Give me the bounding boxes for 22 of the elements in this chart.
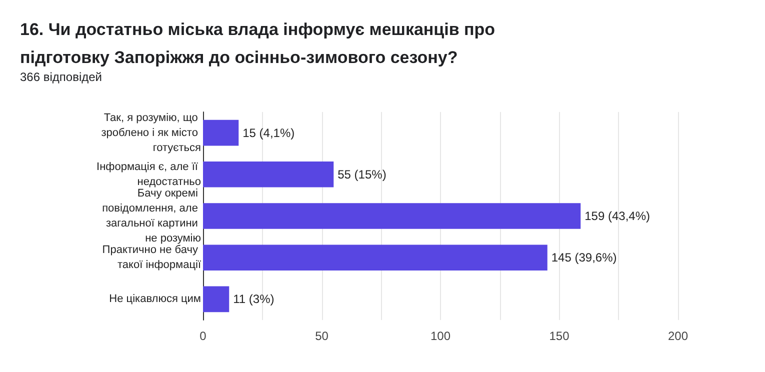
bar	[203, 244, 548, 270]
bar	[203, 286, 230, 312]
x-tick-label: 150	[549, 329, 570, 343]
text: 366 відповідей	[20, 70, 102, 84]
chart-title: 16. Чи достатньо міська влада інформує мешканців про підготовку Запоріжжя до осінньо-зимового сезону?	[20, 20, 496, 67]
bar	[203, 120, 239, 146]
y-tick-label: Не цікавлюся цим	[109, 293, 201, 306]
x-tick-label: 0	[200, 329, 207, 343]
data-label: 15 (4,1%)	[242, 126, 295, 140]
data-label: 159 (43,4%)	[584, 209, 650, 223]
y-tick-label: Бачу окремі повідомлення, але загальної картини не розумію	[102, 188, 201, 244]
y-tick-label: Так, я розумію, що зроблено і як місто готується	[101, 112, 202, 154]
y-tick-label: Інформація є, але її недостатньо	[96, 160, 201, 188]
x-tick-label: 50	[315, 329, 329, 343]
data-label: 55 (15%)	[338, 167, 386, 182]
bar	[203, 203, 581, 229]
data-label: 145 (39,6%)	[551, 250, 617, 265]
x-tick-label: 100	[430, 329, 451, 343]
bar	[203, 162, 334, 188]
y-tick-label: Практично не бачу такої інформації	[102, 244, 201, 272]
data-label: 11 (3%)	[233, 292, 274, 306]
x-tick-label: 200	[668, 329, 688, 343]
